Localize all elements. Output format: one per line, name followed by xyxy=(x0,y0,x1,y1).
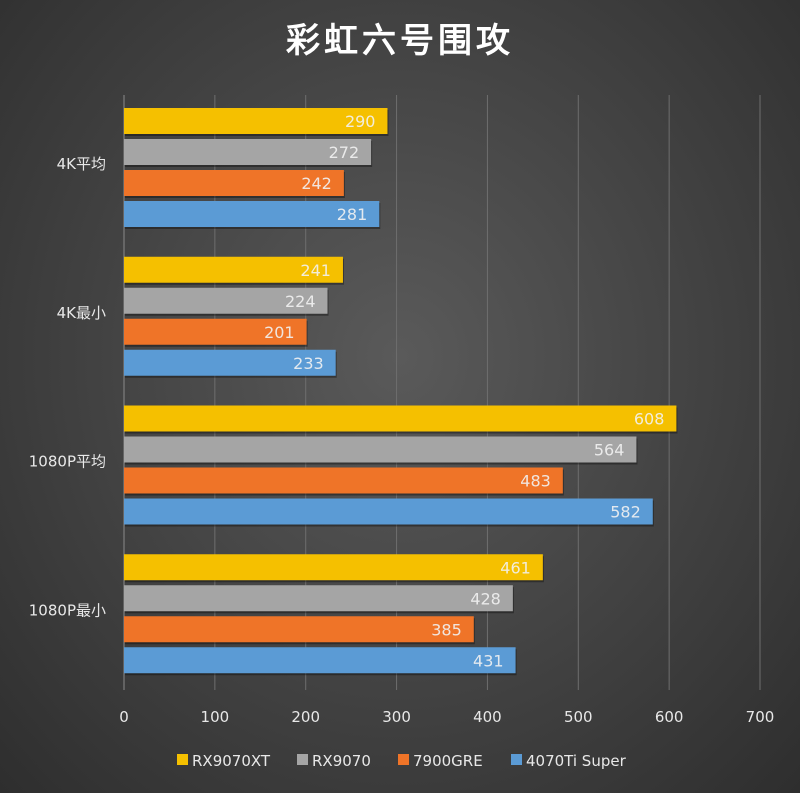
legend-swatch xyxy=(177,754,188,765)
bar-4070ti-super xyxy=(124,349,336,376)
category-label: 4K最小 xyxy=(57,304,106,322)
data-label: 385 xyxy=(431,620,462,639)
bar-7900gre xyxy=(124,318,307,345)
legend-label: RX9070 xyxy=(312,752,371,770)
data-label: 241 xyxy=(300,261,331,280)
bar-rx9070xt xyxy=(124,405,677,432)
data-label: 431 xyxy=(473,651,504,670)
legend-label: 4070Ti Super xyxy=(526,752,627,770)
x-tick-label: 200 xyxy=(291,708,320,726)
bar-rx9070 xyxy=(124,287,328,314)
legend-swatch xyxy=(511,754,522,765)
data-label: 201 xyxy=(264,323,295,342)
x-tick-label: 400 xyxy=(473,708,502,726)
bar-7900gre xyxy=(124,170,344,196)
x-tick-label: 700 xyxy=(746,708,775,726)
data-label: 242 xyxy=(301,174,332,193)
bar-7900gre xyxy=(124,616,474,643)
legend-label: RX9070XT xyxy=(192,752,271,770)
bar-rx9070 xyxy=(124,139,372,165)
data-label: 224 xyxy=(285,292,316,311)
legend-swatch xyxy=(398,754,409,765)
bar-4070ti-super xyxy=(124,498,653,525)
bar-4070ti-super xyxy=(124,201,380,227)
legend-swatch xyxy=(297,754,308,765)
category-label: 1080P平均 xyxy=(29,453,106,471)
data-label: 483 xyxy=(520,472,551,491)
data-label: 608 xyxy=(634,410,665,429)
category-label: 1080P最小 xyxy=(29,601,106,619)
bar-rx9070xt xyxy=(124,108,388,134)
bar-rx9070 xyxy=(124,436,637,463)
bar-7900gre xyxy=(124,467,563,494)
data-label: 281 xyxy=(337,205,368,224)
data-label: 272 xyxy=(329,143,360,162)
legend-label: 7900GRE xyxy=(413,752,483,770)
bar-4070ti-super xyxy=(124,647,516,674)
chart-title: 彩虹六号围攻 xyxy=(286,21,514,61)
data-label: 428 xyxy=(470,589,501,608)
x-tick-label: 500 xyxy=(564,708,593,726)
data-label: 461 xyxy=(500,558,531,577)
data-label: 233 xyxy=(293,354,324,373)
category-label: 4K平均 xyxy=(57,155,106,173)
data-label: 290 xyxy=(345,112,376,131)
x-tick-label: 0 xyxy=(119,708,129,726)
data-label: 564 xyxy=(594,441,625,460)
x-tick-label: 600 xyxy=(655,708,684,726)
bar-rx9070xt xyxy=(124,554,543,581)
bar-rx9070xt xyxy=(124,256,343,283)
x-tick-label: 100 xyxy=(201,708,230,726)
bar-rx9070 xyxy=(124,585,513,612)
data-label: 582 xyxy=(610,503,641,522)
x-tick-label: 300 xyxy=(382,708,411,726)
